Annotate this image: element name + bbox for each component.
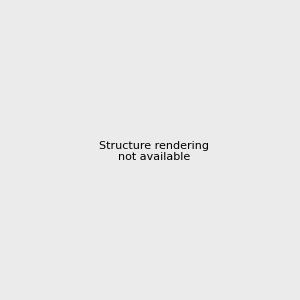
Text: Structure rendering
not available: Structure rendering not available xyxy=(99,141,209,162)
